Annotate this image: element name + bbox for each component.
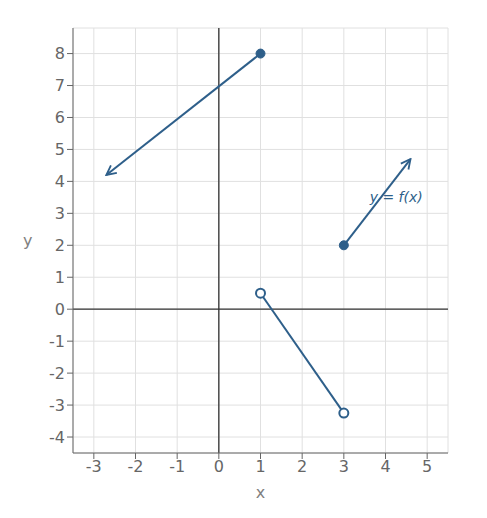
svg-text:-1: -1	[169, 457, 185, 476]
svg-text:-2: -2	[128, 457, 144, 476]
svg-text:0: 0	[214, 457, 224, 476]
svg-text:7: 7	[55, 76, 65, 95]
svg-text:0: 0	[55, 300, 65, 319]
svg-text:1: 1	[255, 457, 265, 476]
svg-text:y: y	[23, 231, 32, 250]
svg-text:-1: -1	[49, 332, 65, 351]
svg-text:-4: -4	[49, 428, 65, 447]
svg-text:y = f(x): y = f(x)	[369, 189, 423, 205]
svg-text:2: 2	[297, 457, 307, 476]
svg-text:4: 4	[55, 172, 65, 191]
svg-text:8: 8	[55, 44, 65, 63]
svg-text:-2: -2	[49, 364, 65, 383]
svg-text:2: 2	[55, 236, 65, 255]
svg-text:6: 6	[55, 108, 65, 127]
svg-text:3: 3	[55, 204, 65, 223]
svg-text:-3: -3	[49, 396, 65, 415]
svg-text:4: 4	[380, 457, 390, 476]
svg-text:5: 5	[422, 457, 432, 476]
svg-text:x: x	[256, 483, 265, 502]
svg-text:3: 3	[339, 457, 349, 476]
svg-text:5: 5	[55, 140, 65, 159]
svg-text:-3: -3	[86, 457, 102, 476]
svg-text:1: 1	[55, 268, 65, 287]
